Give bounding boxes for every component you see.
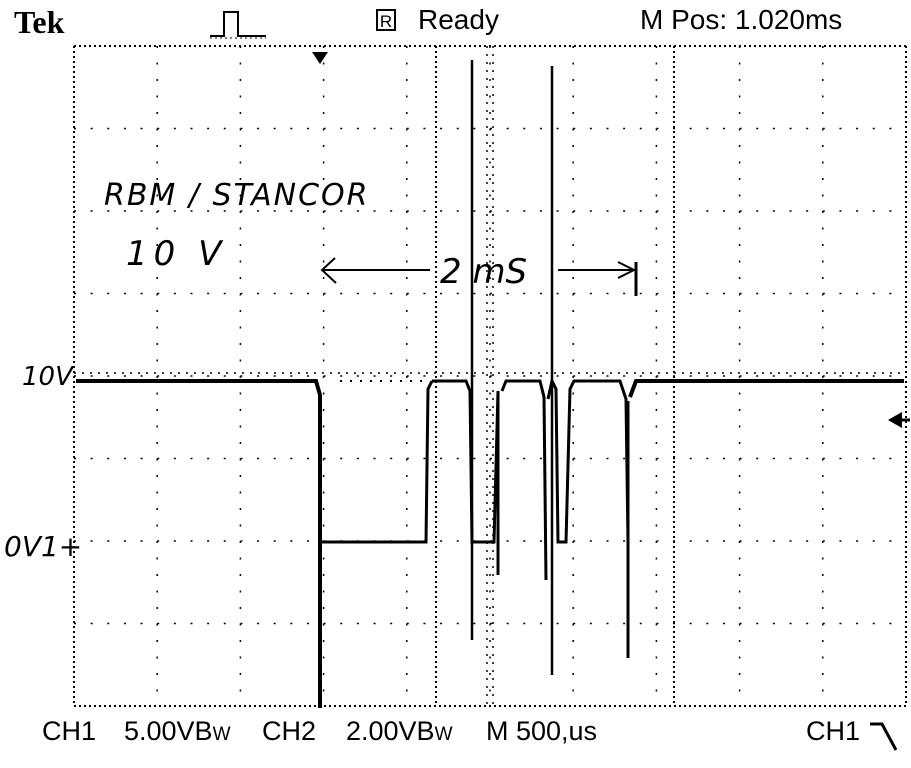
scale-readout-bar: CH1 5.00VBW CH2 2.00VBW M 500,us CH1 [0,710,911,768]
ch1-label: CH1 [42,716,97,746]
brand-logo: Tek [14,4,65,40]
channel-ground-marker: 0V1+ [4,530,83,563]
trigger-position-marker [312,52,328,64]
ch2-trace-high-segment [628,379,904,398]
handwritten-interval: 2 mS [440,252,528,292]
horizontal-position-readout: M Pos: 1.020ms [640,4,843,35]
acquisition-indicator-icon: R [376,9,396,31]
ch2-scale: 2.00VBW [346,716,453,746]
timebase-readout: M 500,us [486,716,598,746]
status-bar: Tek R Ready M Pos: 1.020ms [0,0,911,44]
trigger-pulse-icon [210,11,266,39]
ch1-scale: 5.00VBW [124,716,231,746]
trigger-level-marker [888,412,910,428]
ch1-trace-drop [76,379,322,708]
falling-edge-trigger-icon [870,722,898,751]
interval-arrow [320,257,638,296]
handwritten-voltage: 10 V [126,234,228,274]
ch2-trace-low-segment [320,380,434,544]
ch2-trace-pulse-1 [432,379,500,544]
acquisition-status: Ready [418,4,499,35]
ch2-trace-pulse-2 [546,376,630,544]
ch2-label: CH2 [262,716,317,746]
trigger-source: CH1 [806,716,861,746]
handwritten-level-10v: 10V [22,362,73,392]
waveform-traces [76,60,904,708]
ch2-trace-spike-2 [500,379,548,581]
graticule [73,45,907,707]
handwritten-title: RBM / STANCOR [104,178,370,213]
